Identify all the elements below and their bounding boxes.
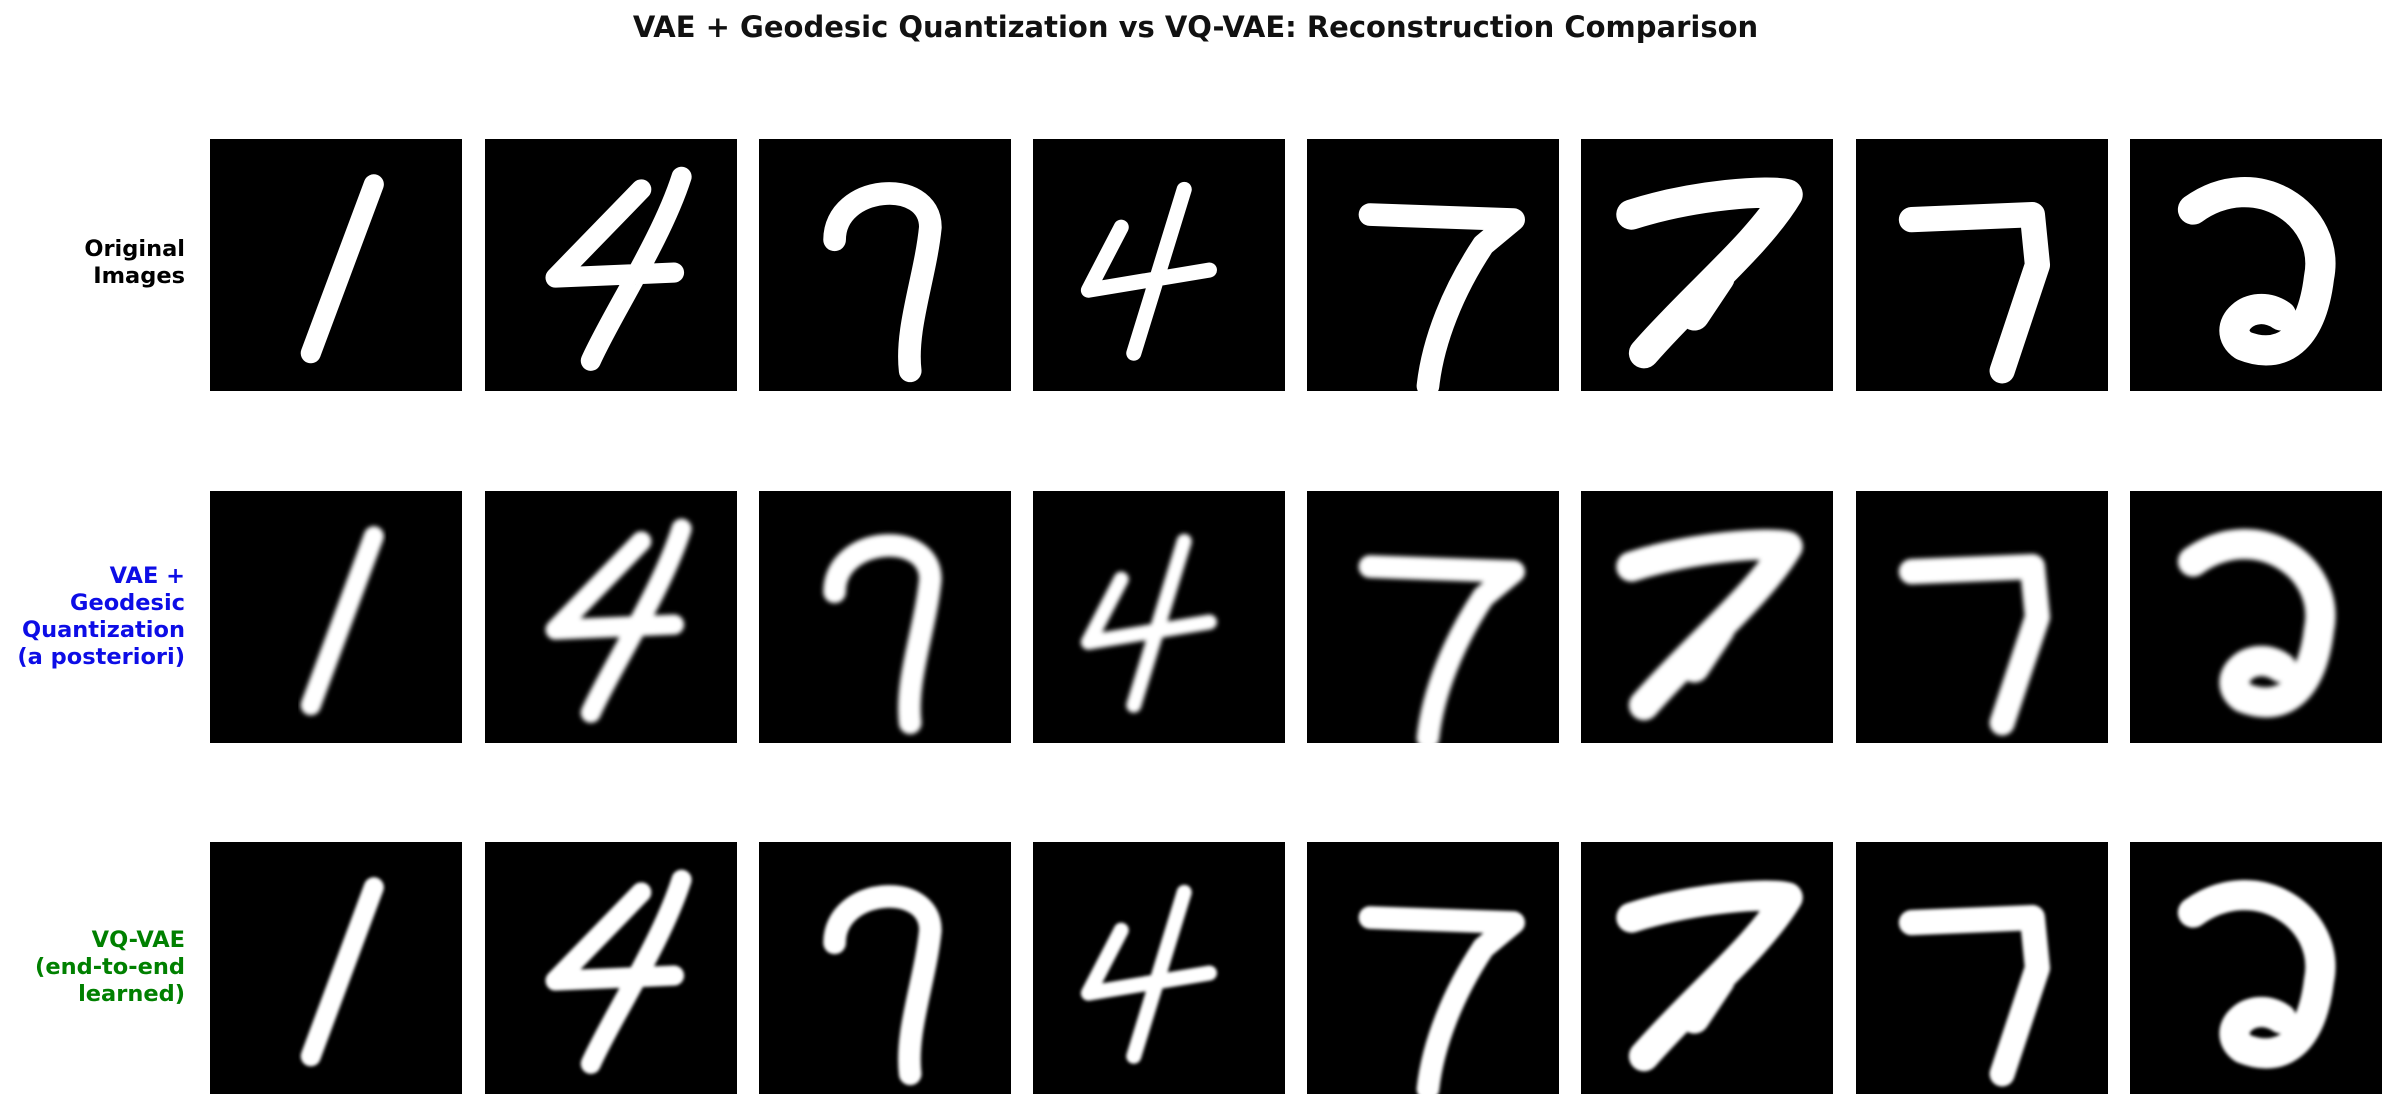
- digit-image-7: [1856, 491, 2108, 743]
- row-label: VQ-VAE (end-to-end learned): [35, 927, 185, 1007]
- digit-image-1: [210, 842, 462, 1094]
- digit-glyph: [1358, 555, 1525, 743]
- digit-glyph: [1080, 884, 1217, 1064]
- digit-glyph: [823, 534, 942, 735]
- digit-image-2: [2130, 491, 2382, 743]
- digit-image-7: [759, 842, 1011, 1094]
- digit-glyph: [545, 869, 692, 1074]
- digit-glyph: [2177, 529, 2336, 718]
- digit-glyph: [300, 526, 384, 716]
- digit-glyph: [1898, 905, 2051, 1087]
- digit-glyph: [1080, 533, 1217, 713]
- digit-image-7: [1307, 491, 1559, 743]
- digit-image-7: [1307, 139, 1559, 391]
- digit-glyph: [1898, 554, 2051, 736]
- digit-image-4: [1033, 139, 1285, 391]
- digit-glyph: [2177, 880, 2336, 1069]
- digit-glyph: [300, 174, 384, 364]
- digit-image-4: [1033, 842, 1285, 1094]
- digit-image-7: [1581, 139, 1833, 391]
- digit-image-2: [2130, 842, 2382, 1094]
- digit-glyph: [545, 518, 692, 723]
- digit-image-4: [485, 491, 737, 743]
- digit-glyph: [1898, 202, 2051, 384]
- digit-glyph: [823, 885, 942, 1086]
- digit-glyph: [545, 166, 692, 371]
- digit-glyph: [300, 877, 384, 1067]
- digit-glyph: [1616, 529, 1803, 721]
- digit-image-7: [759, 491, 1011, 743]
- digit-image-1: [210, 139, 462, 391]
- digit-image-7: [1856, 139, 2108, 391]
- digit-glyph: [1358, 906, 1525, 1094]
- digit-image-7: [759, 139, 1011, 391]
- digit-image-4: [485, 842, 737, 1094]
- digit-image-7: [1307, 842, 1559, 1094]
- digit-glyph: [823, 182, 942, 383]
- digit-glyph: [1080, 181, 1217, 361]
- digit-image-7: [1581, 491, 1833, 743]
- digit-image-4: [1033, 491, 1285, 743]
- digit-image-7: [1581, 842, 1833, 1094]
- figure-title: VAE + Geodesic Quantization vs VQ-VAE: R…: [632, 10, 1759, 44]
- row-label: VAE + Geodesic Quantization (a posterior…: [17, 563, 185, 670]
- digit-glyph: [1616, 177, 1803, 369]
- digit-image-2: [2130, 139, 2382, 391]
- digit-glyph: [2177, 177, 2336, 366]
- digit-image-1: [210, 491, 462, 743]
- digit-image-7: [1856, 842, 2108, 1094]
- row-label: Original Images: [84, 236, 185, 289]
- digit-glyph: [1616, 880, 1803, 1072]
- digit-glyph: [1358, 203, 1525, 391]
- digit-image-4: [485, 139, 737, 391]
